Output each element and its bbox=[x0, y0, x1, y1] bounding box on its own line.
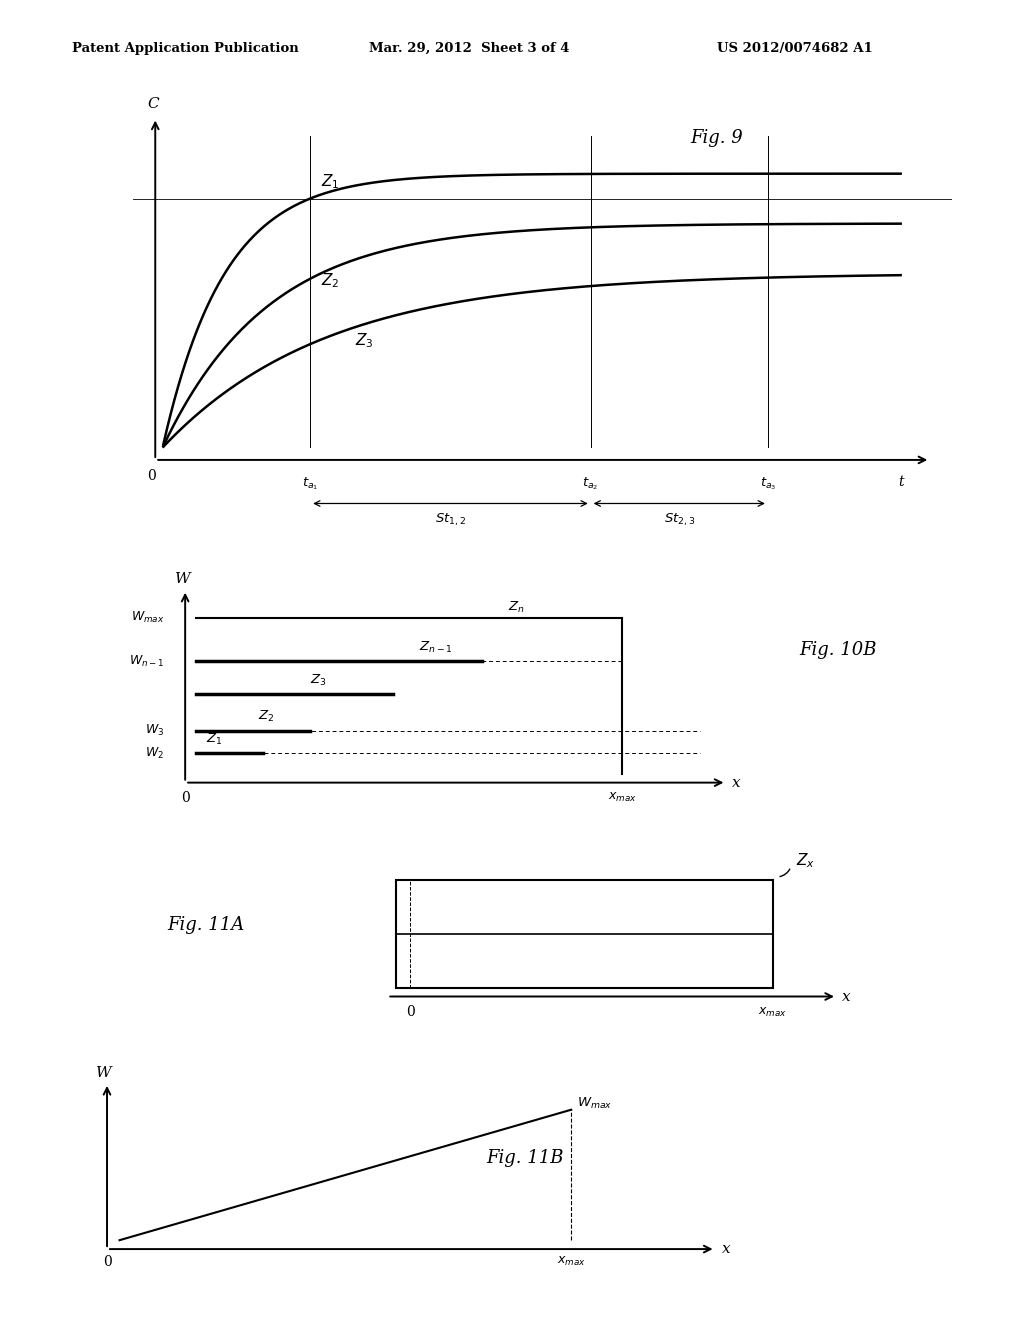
Text: $W_{n-1}$: $W_{n-1}$ bbox=[129, 653, 164, 669]
Text: x: x bbox=[731, 776, 740, 789]
Text: $St_{2,3}$: $St_{2,3}$ bbox=[664, 511, 695, 528]
Text: $x_{max}$: $x_{max}$ bbox=[758, 1006, 787, 1019]
Text: $Z_n$: $Z_n$ bbox=[508, 599, 524, 615]
Text: C: C bbox=[147, 98, 159, 111]
Text: $x_{max}$: $x_{max}$ bbox=[557, 1255, 586, 1269]
Text: $W_{max}$: $W_{max}$ bbox=[131, 610, 164, 626]
Text: $W_2$: $W_2$ bbox=[145, 746, 164, 760]
Text: 0: 0 bbox=[147, 470, 156, 483]
Text: $x_{max}$: $x_{max}$ bbox=[608, 791, 637, 804]
Text: $Z_1$: $Z_1$ bbox=[322, 172, 340, 191]
Text: $Z_1$: $Z_1$ bbox=[206, 731, 222, 747]
Text: $Z_3$: $Z_3$ bbox=[310, 673, 327, 688]
Text: $t_{a_3}$: $t_{a_3}$ bbox=[760, 475, 776, 492]
Text: $W_{max}$: $W_{max}$ bbox=[578, 1096, 613, 1111]
Text: W: W bbox=[96, 1067, 112, 1080]
Text: $Z_2$: $Z_2$ bbox=[322, 271, 340, 289]
Text: Fig. 11B: Fig. 11B bbox=[485, 1150, 563, 1167]
Text: $t_{a_2}$: $t_{a_2}$ bbox=[583, 475, 599, 492]
Text: $Z_2$: $Z_2$ bbox=[258, 709, 274, 725]
Text: $St_{1,2}$: $St_{1,2}$ bbox=[435, 511, 466, 528]
Text: 0: 0 bbox=[102, 1255, 112, 1269]
Text: $Z_3$: $Z_3$ bbox=[354, 331, 373, 350]
Text: $t_{a_1}$: $t_{a_1}$ bbox=[302, 475, 318, 492]
Text: Fig. 10B: Fig. 10B bbox=[800, 642, 878, 659]
Text: $Z_x$: $Z_x$ bbox=[796, 851, 815, 870]
Text: $Z_{n-1}$: $Z_{n-1}$ bbox=[420, 640, 453, 655]
Text: 0: 0 bbox=[181, 791, 189, 805]
Text: Fig. 11A: Fig. 11A bbox=[167, 916, 245, 935]
Text: Mar. 29, 2012  Sheet 3 of 4: Mar. 29, 2012 Sheet 3 of 4 bbox=[369, 42, 569, 55]
Text: W: W bbox=[175, 572, 190, 586]
Bar bbox=[396, 880, 773, 987]
Text: Patent Application Publication: Patent Application Publication bbox=[72, 42, 298, 55]
Text: x: x bbox=[722, 1242, 730, 1257]
Text: Fig. 9: Fig. 9 bbox=[690, 128, 743, 147]
Text: x: x bbox=[842, 990, 850, 1003]
Text: US 2012/0074682 A1: US 2012/0074682 A1 bbox=[717, 42, 872, 55]
Text: $W_3$: $W_3$ bbox=[145, 723, 164, 738]
Text: t: t bbox=[898, 475, 903, 490]
Text: 0: 0 bbox=[406, 1006, 415, 1019]
